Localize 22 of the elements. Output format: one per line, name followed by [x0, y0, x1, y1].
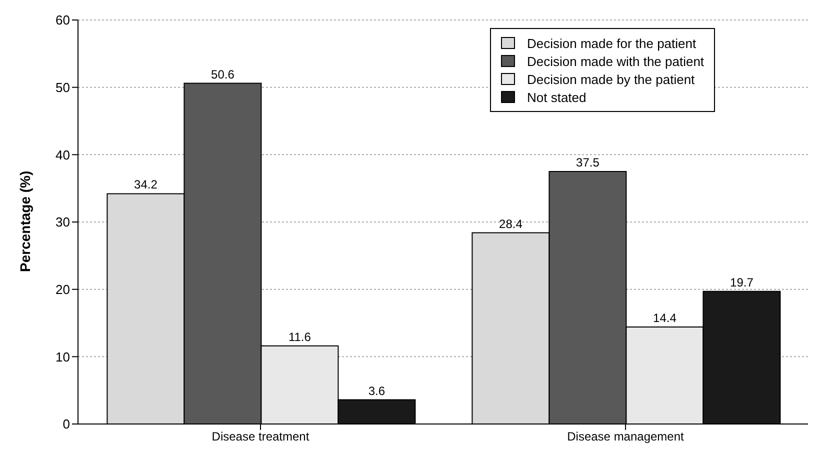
y-tick-label: 30 [56, 214, 70, 230]
x-tick-label: Disease treatment [212, 430, 310, 444]
y-tick-label: 50 [56, 80, 70, 95]
data-label: 19.7 [730, 275, 754, 290]
data-label: 34.2 [134, 178, 158, 192]
x-tick-label: Disease management [567, 430, 685, 444]
legend-label: Decision made by the patient [527, 72, 695, 86]
legend-label: Not stated [527, 90, 586, 104]
y-tick-label: 0 [62, 416, 70, 432]
y-tick-label: 40 [56, 147, 70, 162]
y-tick-label: 20 [56, 282, 70, 297]
data-label: 28.4 [499, 216, 523, 231]
data-label: 50.6 [211, 67, 235, 82]
legend-label: Decision made for the patient [527, 36, 696, 50]
y-tick-label: 10 [56, 349, 70, 364]
data-label: 14.4 [653, 311, 677, 326]
y-tick-label: 60 [56, 12, 70, 28]
y-axis-title: Percentage (%) [16, 170, 33, 272]
data-label: 37.5 [576, 156, 600, 170]
legend-label: Decision made with the patient [527, 54, 704, 68]
data-label: 3.6 [368, 384, 386, 398]
data-label: 11.6 [288, 330, 312, 344]
